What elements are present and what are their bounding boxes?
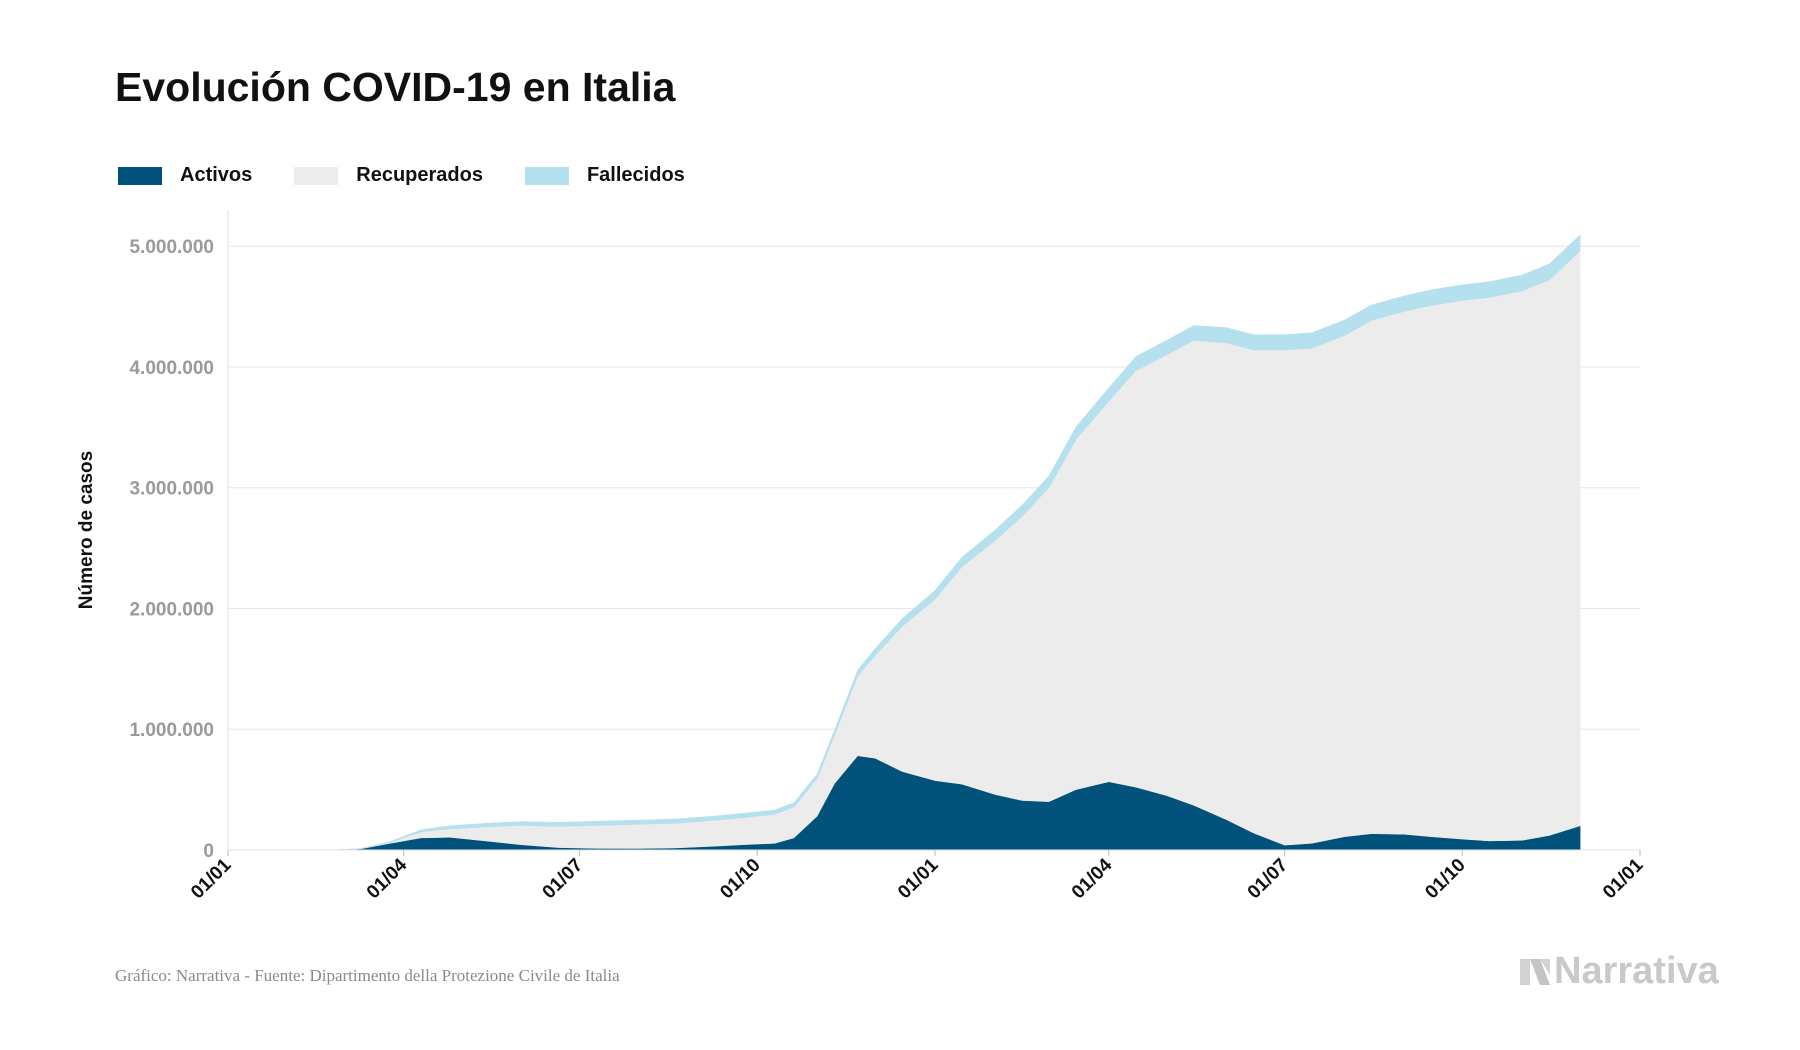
y-axis-title: Número de casos	[76, 451, 97, 609]
y-tick-label: 4.000.000	[129, 358, 214, 379]
legend-swatch-fallecidos	[524, 166, 569, 185]
y-tick-label: 5.000.000	[129, 237, 214, 258]
y-tick-label: 1.000.000	[129, 720, 214, 741]
legend: Activos Recuperados Fallecidos	[118, 164, 727, 187]
source-credit: Gráfico: Narrativa - Fuente: Dipartiment…	[115, 966, 620, 985]
x-tick-label: 01/01	[1599, 854, 1648, 903]
series-area-fallecidos	[332, 234, 1581, 851]
y-tick-label: 0	[203, 841, 214, 862]
x-tick-label: 01/07	[1244, 855, 1292, 903]
legend-swatch-recuperados	[294, 166, 339, 185]
x-tick-label: 01/01	[894, 854, 943, 903]
x-tick-label: 01/07	[539, 855, 587, 903]
chart-title: Evolución COVID-19 en Italia	[115, 64, 676, 110]
x-tick-label: 01/10	[716, 855, 764, 903]
x-tick-label: 01/10	[1421, 855, 1469, 903]
legend-swatch-activos	[118, 166, 162, 185]
legend-item-recuperados: Recuperados	[294, 164, 483, 187]
brand-logo: Narrativa	[1518, 950, 1719, 993]
y-tick-label: 2.000.000	[129, 599, 214, 620]
brand-name: Narrativa	[1554, 950, 1719, 992]
legend-label-recuperados: Recuperados	[356, 164, 483, 186]
x-tick-label: 01/04	[363, 854, 412, 903]
x-tick-label: 01/04	[1068, 854, 1117, 903]
legend-label-fallecidos: Fallecidos	[586, 164, 685, 186]
legend-item-fallecidos: Fallecidos	[524, 164, 685, 187]
y-tick-label: 3.000.000	[129, 479, 214, 500]
series-area-recuperados	[332, 250, 1581, 851]
legend-item-activos: Activos	[118, 164, 252, 187]
legend-label-activos: Activos	[180, 164, 253, 186]
narrativa-logo-icon	[1520, 958, 1550, 985]
